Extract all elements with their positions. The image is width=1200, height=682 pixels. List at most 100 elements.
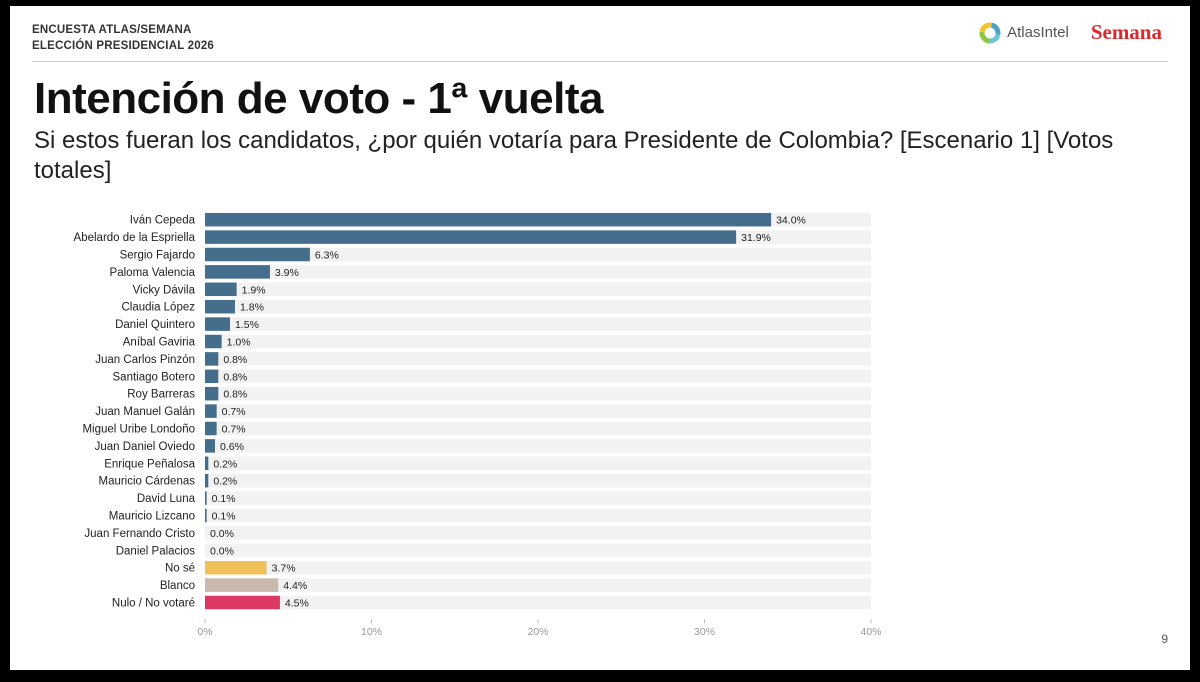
value-label: 0.7%	[222, 424, 246, 436]
value-label: 0.1%	[212, 493, 236, 505]
category-label: Paloma Valencia	[110, 267, 196, 279]
bar	[205, 317, 230, 331]
bar-track	[205, 456, 871, 471]
bar-track	[205, 334, 871, 349]
page-subtitle: Si estos fueran los candidatos, ¿por qui…	[34, 127, 1114, 184]
category-label: Aníbal Gaviria	[123, 337, 196, 349]
bar	[205, 212, 772, 227]
value-label: 0.2%	[213, 476, 237, 488]
value-label: 1.8%	[240, 302, 264, 314]
bar-chart: Iván Cepeda 34.0% Abelardo de la Espriella…	[74, 212, 882, 638]
bar	[205, 352, 219, 366]
value-label: 3.7%	[272, 563, 296, 575]
bar-track	[205, 491, 871, 505]
bar-track	[205, 526, 871, 540]
category-label: Juan Fernando Cristo	[84, 528, 195, 540]
semana-logo: Semana	[1090, 20, 1162, 44]
survey-line-1: ENCUESTA ATLAS/SEMANA	[32, 24, 192, 36]
category-label: Nulo / No votaré	[112, 598, 195, 610]
bar	[205, 404, 217, 418]
bar	[205, 456, 209, 471]
value-label: 0.7%	[222, 406, 246, 418]
category-label: No sé	[165, 563, 195, 575]
bar-track	[205, 543, 871, 558]
category-label: Roy Barreras	[127, 389, 195, 401]
value-label: 1.9%	[242, 284, 266, 296]
category-label: Miguel Uribe Londoño	[82, 424, 195, 436]
category-label: Juan Carlos Pinzón	[95, 354, 195, 366]
value-label: 6.3%	[315, 250, 339, 262]
category-label: Vicky Dávila	[133, 284, 196, 296]
x-tick-label: 40%	[860, 626, 881, 638]
value-label: 0.8%	[223, 354, 247, 366]
survey-line-2: ELECCIÓN PRESIDENCIAL 2026	[32, 40, 215, 52]
page-title: Intención de voto - 1ª vuelta	[34, 74, 603, 123]
bar	[205, 230, 737, 244]
bar	[205, 299, 235, 314]
bar	[205, 369, 219, 384]
bar-track	[205, 386, 871, 401]
value-label: 0.6%	[220, 441, 244, 453]
value-label: 1.5%	[235, 319, 259, 331]
page-number: 9	[1161, 632, 1168, 646]
bar-track	[205, 578, 871, 592]
category-label: Juan Daniel Oviedo	[95, 441, 195, 453]
bar-track	[205, 369, 871, 384]
category-label: Mauricio Cárdenas	[98, 476, 195, 488]
value-label: 4.5%	[285, 598, 309, 610]
bar	[205, 473, 209, 488]
header-divider	[32, 61, 1168, 62]
category-label: Daniel Quintero	[115, 319, 195, 331]
category-label: Sergio Fajardo	[120, 250, 195, 262]
value-label: 4.4%	[283, 580, 307, 592]
x-tick-label: 30%	[694, 626, 715, 638]
bar-track	[205, 282, 871, 297]
category-label: Mauricio Lizcano	[109, 511, 195, 523]
value-label: 0.1%	[212, 511, 236, 523]
bar	[205, 265, 270, 279]
value-label: 0.0%	[210, 545, 234, 557]
value-label: 1.0%	[227, 337, 251, 349]
logos: AtlasIntel Semana	[979, 20, 1162, 45]
value-label: 0.8%	[223, 371, 247, 383]
category-label: Claudia López	[121, 302, 195, 314]
atlasintel-label: AtlasIntel	[1007, 24, 1069, 41]
bar-track	[205, 404, 871, 418]
bar	[205, 595, 280, 610]
category-label: Juan Manuel Galán	[95, 406, 195, 418]
bar-track	[205, 595, 871, 610]
slide: ENCUESTA ATLAS/SEMANA ELECCIÓN PRESIDENC…	[10, 6, 1190, 670]
bar-track	[205, 421, 871, 436]
value-label: 0.2%	[213, 458, 237, 470]
category-label: Daniel Palacios	[116, 545, 196, 557]
category-label: Enrique Peñalosa	[104, 458, 195, 470]
bar	[205, 247, 310, 262]
bar-track	[205, 560, 871, 575]
category-label: Iván Cepeda	[130, 215, 196, 227]
bar-track	[205, 473, 871, 488]
bar-track	[205, 439, 871, 453]
bar	[205, 560, 267, 575]
x-tick-label: 0%	[197, 626, 212, 638]
bar-track	[205, 247, 871, 262]
category-label: Blanco	[160, 580, 195, 592]
value-label: 0.8%	[223, 389, 247, 401]
bar-track	[205, 299, 871, 314]
value-label: 34.0%	[776, 215, 806, 227]
atlasintel-logo: AtlasIntel	[979, 22, 1069, 44]
bar	[205, 578, 279, 592]
bar	[205, 439, 215, 453]
bar	[205, 508, 207, 523]
bar	[205, 386, 219, 401]
category-label: David Luna	[137, 493, 196, 505]
category-label: Abelardo de la Espriella	[74, 232, 196, 244]
value-label: 3.9%	[275, 267, 299, 279]
bar-track	[205, 265, 871, 279]
bar	[205, 334, 222, 349]
value-label: 0.0%	[210, 528, 234, 540]
x-tick-label: 20%	[527, 626, 548, 638]
x-tick-label: 10%	[361, 626, 382, 638]
bar-track	[205, 317, 871, 331]
bar-track	[205, 508, 871, 523]
bar	[205, 282, 237, 297]
